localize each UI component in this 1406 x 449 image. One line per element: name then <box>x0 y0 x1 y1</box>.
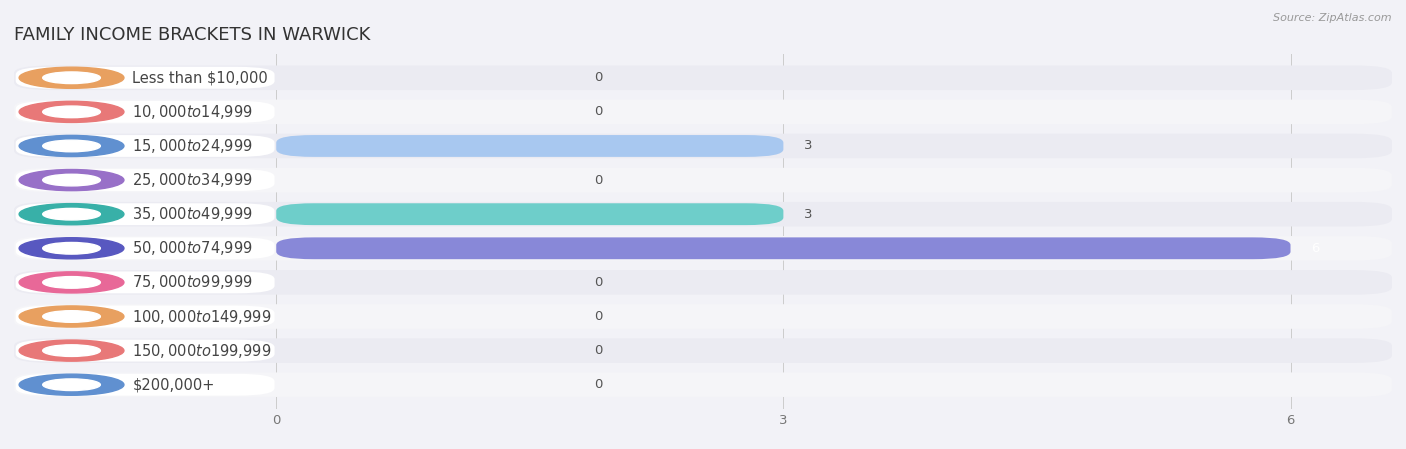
FancyBboxPatch shape <box>14 100 1392 124</box>
FancyBboxPatch shape <box>15 340 274 361</box>
Circle shape <box>42 277 100 288</box>
Text: 0: 0 <box>595 276 602 289</box>
Text: 0: 0 <box>595 310 602 323</box>
Circle shape <box>20 340 124 361</box>
FancyBboxPatch shape <box>14 372 1392 397</box>
Text: 0: 0 <box>595 378 602 391</box>
Text: 0: 0 <box>595 71 602 84</box>
FancyBboxPatch shape <box>14 339 1392 363</box>
Circle shape <box>42 379 100 391</box>
Text: 6: 6 <box>1310 242 1319 255</box>
Text: 0: 0 <box>595 174 602 187</box>
FancyBboxPatch shape <box>276 203 783 225</box>
Circle shape <box>20 374 124 395</box>
FancyBboxPatch shape <box>15 169 274 191</box>
Text: 0: 0 <box>595 106 602 119</box>
Text: $50,000 to $74,999: $50,000 to $74,999 <box>132 239 253 257</box>
FancyBboxPatch shape <box>15 306 274 327</box>
FancyBboxPatch shape <box>14 134 1392 158</box>
Circle shape <box>42 140 100 152</box>
FancyBboxPatch shape <box>14 236 1392 260</box>
FancyBboxPatch shape <box>14 202 1392 226</box>
Text: Less than $10,000: Less than $10,000 <box>132 70 269 85</box>
Circle shape <box>20 170 124 191</box>
FancyBboxPatch shape <box>14 304 1392 329</box>
Text: $75,000 to $99,999: $75,000 to $99,999 <box>132 273 253 291</box>
Circle shape <box>20 272 124 293</box>
Circle shape <box>42 174 100 186</box>
Circle shape <box>42 208 100 220</box>
Circle shape <box>20 101 124 123</box>
Text: Source: ZipAtlas.com: Source: ZipAtlas.com <box>1274 13 1392 23</box>
Text: $25,000 to $34,999: $25,000 to $34,999 <box>132 171 253 189</box>
Text: $100,000 to $149,999: $100,000 to $149,999 <box>132 308 271 326</box>
FancyBboxPatch shape <box>276 238 1291 259</box>
FancyBboxPatch shape <box>14 168 1392 192</box>
Text: $10,000 to $14,999: $10,000 to $14,999 <box>132 103 253 121</box>
FancyBboxPatch shape <box>15 203 274 225</box>
FancyBboxPatch shape <box>15 374 274 396</box>
Text: 0: 0 <box>595 344 602 357</box>
FancyBboxPatch shape <box>14 270 1392 295</box>
Text: $200,000+: $200,000+ <box>132 377 215 392</box>
Circle shape <box>20 203 124 225</box>
FancyBboxPatch shape <box>15 238 274 259</box>
Circle shape <box>20 238 124 259</box>
Circle shape <box>42 242 100 254</box>
FancyBboxPatch shape <box>14 66 1392 90</box>
Circle shape <box>20 67 124 88</box>
FancyBboxPatch shape <box>15 272 274 293</box>
Circle shape <box>20 136 124 157</box>
Circle shape <box>42 106 100 118</box>
Text: $150,000 to $199,999: $150,000 to $199,999 <box>132 342 271 360</box>
Text: 3: 3 <box>804 140 813 153</box>
Circle shape <box>42 345 100 357</box>
Circle shape <box>42 72 100 84</box>
Circle shape <box>20 306 124 327</box>
FancyBboxPatch shape <box>15 135 274 157</box>
FancyBboxPatch shape <box>276 135 783 157</box>
Circle shape <box>42 311 100 322</box>
FancyBboxPatch shape <box>15 67 274 88</box>
Text: $15,000 to $24,999: $15,000 to $24,999 <box>132 137 253 155</box>
FancyBboxPatch shape <box>15 101 274 123</box>
Text: FAMILY INCOME BRACKETS IN WARWICK: FAMILY INCOME BRACKETS IN WARWICK <box>14 26 370 44</box>
Text: $35,000 to $49,999: $35,000 to $49,999 <box>132 205 253 223</box>
Text: 3: 3 <box>804 208 813 220</box>
